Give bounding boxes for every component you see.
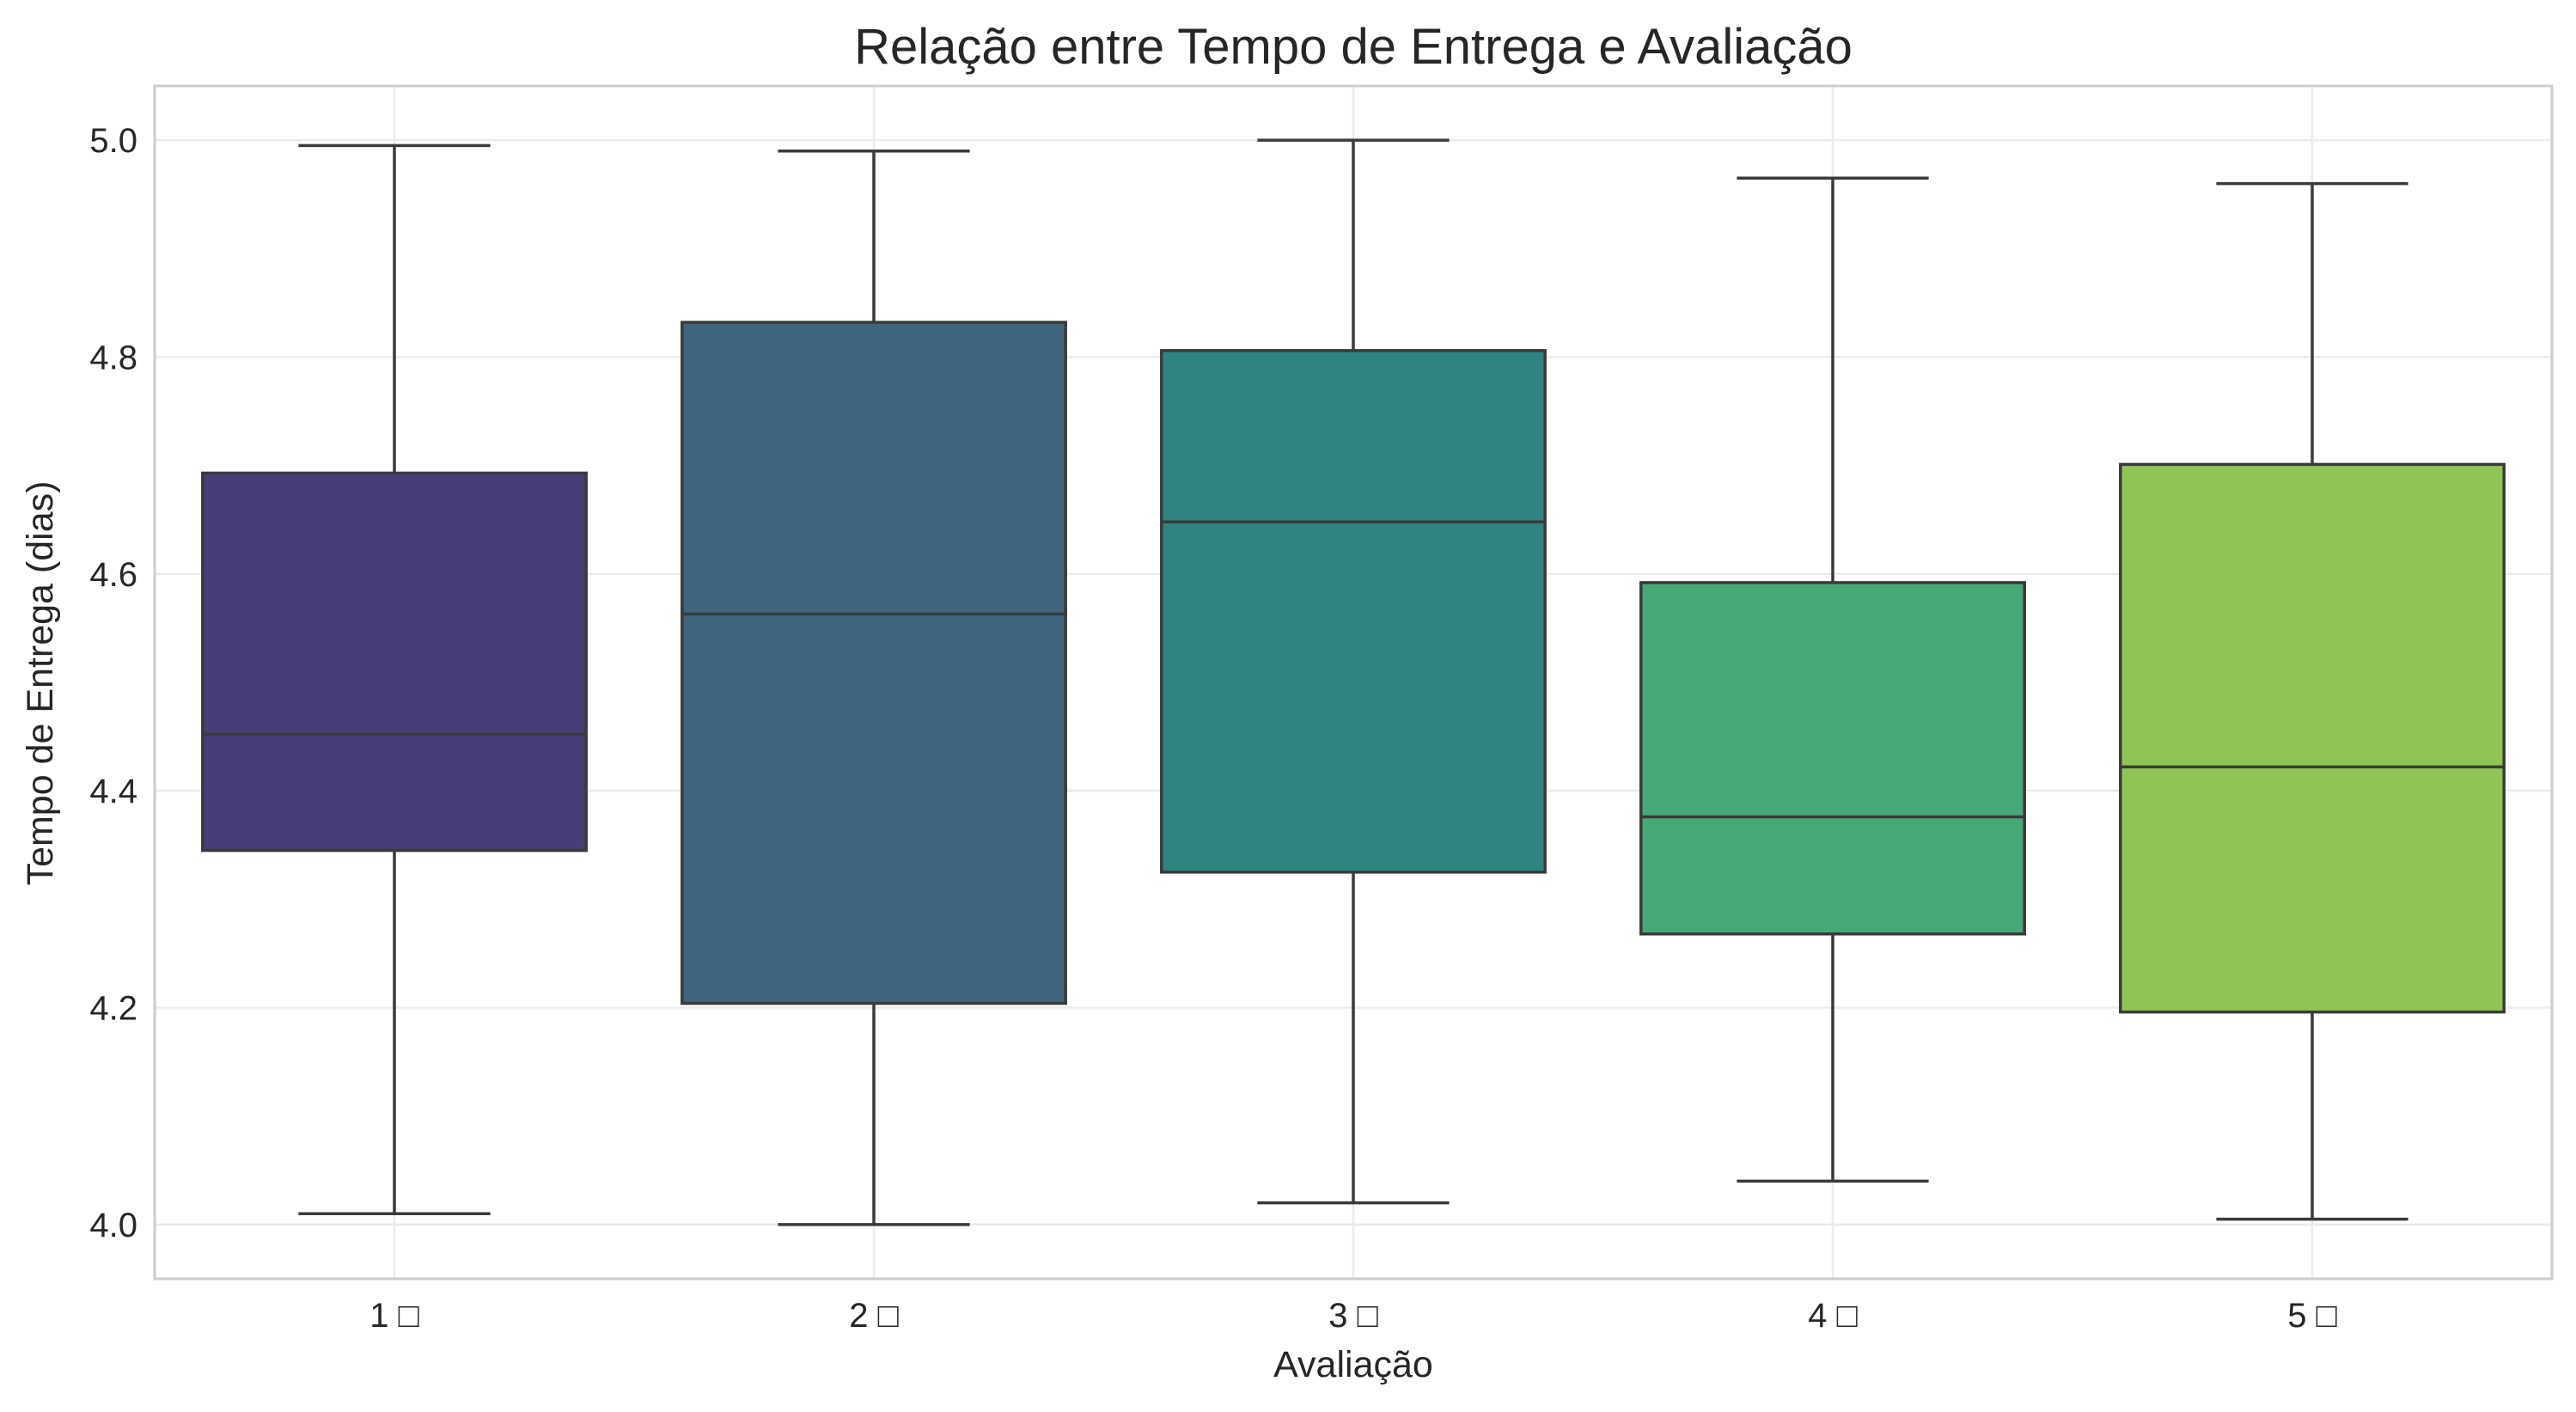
y-axis-ticks: 4.0 4.2 4.4 4.6 4.8 5.0 — [89, 122, 137, 1244]
y-tick-label: 4.6 — [89, 556, 137, 594]
box-group — [1639, 176, 2026, 1183]
box-group — [201, 144, 588, 1216]
y-axis-label: Tempo de Entrega (dias) — [20, 481, 61, 886]
box-iqr — [1639, 581, 2026, 936]
box-group — [1160, 138, 1547, 1205]
box-group — [681, 149, 1067, 1226]
plot-frame — [153, 84, 2554, 1281]
y-tick-label: 4.8 — [89, 339, 137, 376]
box-iqr — [681, 321, 1067, 1006]
x-tick-label: 1 □ — [369, 1297, 419, 1335]
box-group — [2119, 181, 2506, 1221]
x-tick-label: 3 □ — [1328, 1297, 1378, 1335]
y-tick-label: 5.0 — [89, 122, 137, 160]
box-plot-series — [201, 138, 2506, 1226]
x-tick-label: 2 □ — [849, 1297, 899, 1335]
y-tick-label: 4.0 — [89, 1207, 137, 1244]
x-axis-ticks: 1 □ 2 □ 3 □ 4 □ 5 □ — [369, 1297, 2337, 1335]
box-iqr — [2119, 462, 2506, 1014]
x-tick-label: 4 □ — [1808, 1297, 1858, 1335]
chart-title: Relação entre Tempo de Entrega e Avaliaç… — [854, 19, 1853, 75]
y-tick-label: 4.4 — [89, 773, 137, 810]
x-tick-label: 5 □ — [2287, 1297, 2337, 1335]
x-axis-label: Avaliação — [1273, 1344, 1433, 1385]
box-iqr — [1160, 349, 1547, 874]
box-iqr — [201, 471, 588, 853]
y-tick-label: 4.2 — [89, 990, 137, 1028]
